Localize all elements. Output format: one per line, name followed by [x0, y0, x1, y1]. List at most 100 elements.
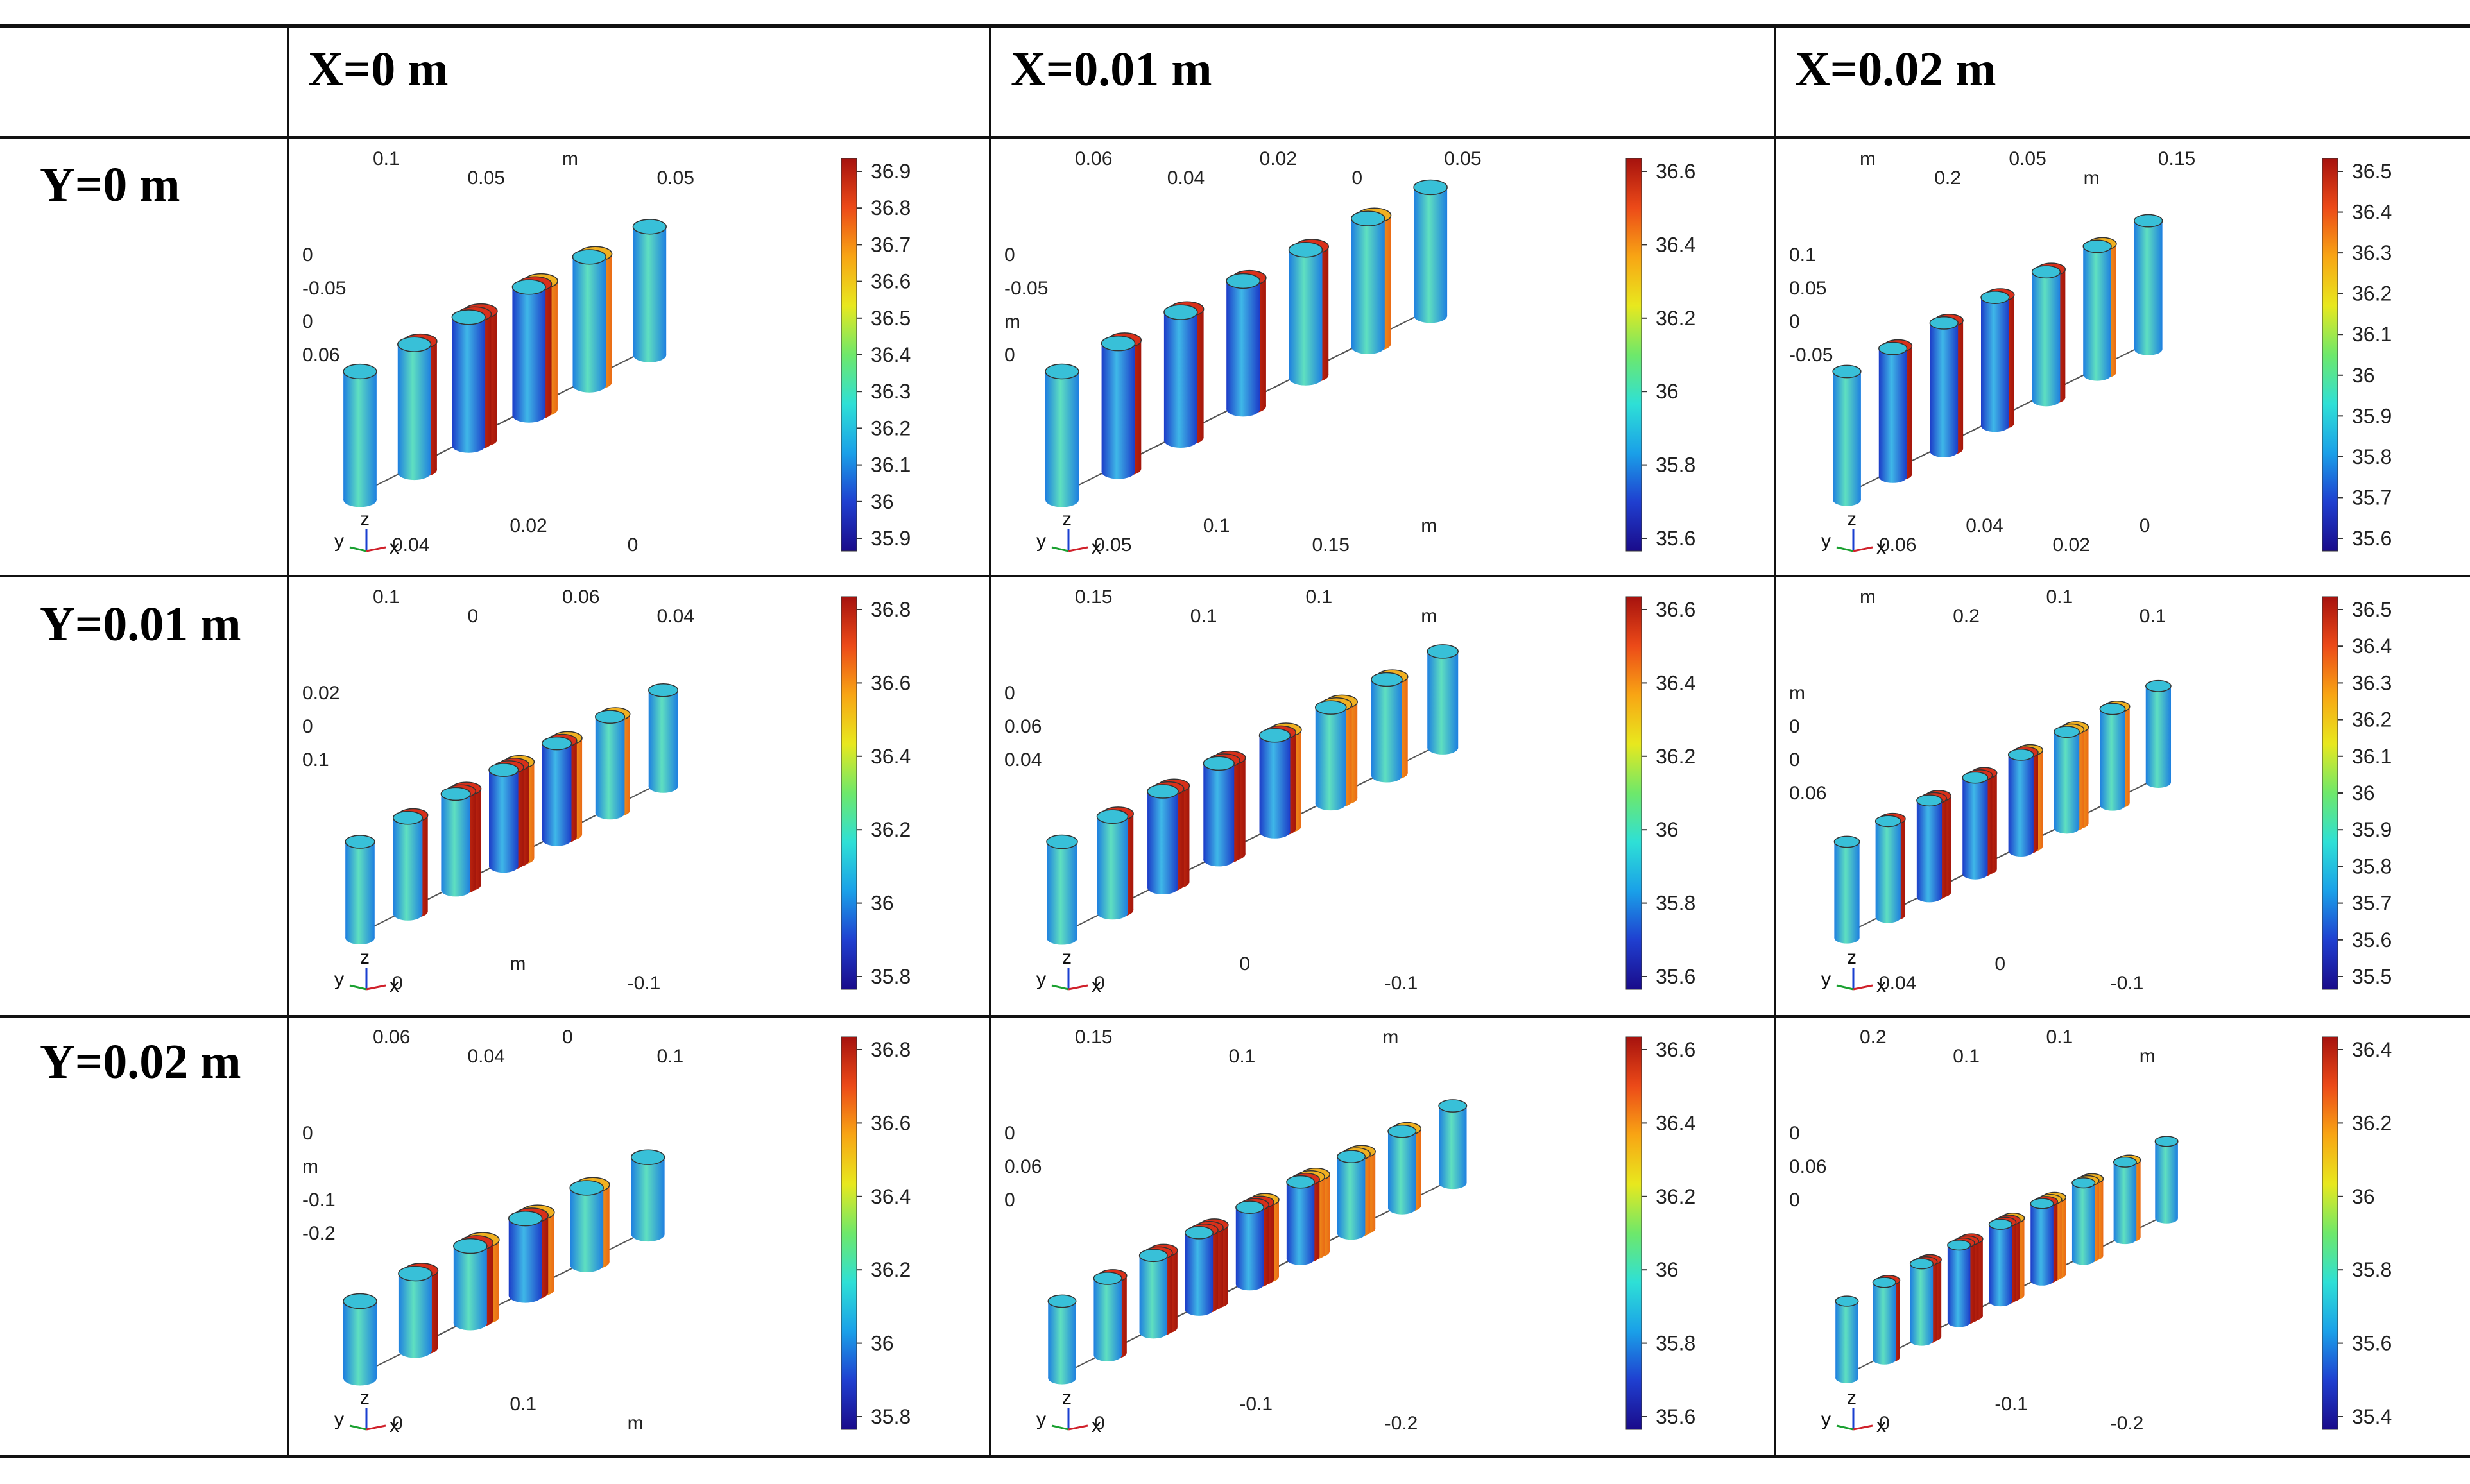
axis-tick-label: 0 — [1094, 1413, 1105, 1434]
colorbar-tick-label: 36.2 — [1656, 745, 1695, 768]
colorbar-tick-label: 36.2 — [2352, 708, 2392, 731]
axis-triad-x-label: x — [390, 537, 399, 558]
axis-tick-label: 0.04 — [468, 1046, 505, 1067]
colorbar-tick-label: 35.8 — [2352, 445, 2392, 468]
colorbar-tick-label: 35.8 — [1656, 892, 1695, 915]
axis-tick-label: 0.2 — [1934, 167, 1961, 189]
colorbar-tick-label: 35.9 — [2352, 818, 2392, 841]
axis-tick-label: 0 — [1789, 311, 1800, 332]
battery-cell — [1184, 1225, 1214, 1316]
colorbar-tick-label: 36 — [871, 892, 894, 915]
axis-tick-label: 0.06 — [1789, 1156, 1826, 1177]
colorbar — [2322, 158, 2338, 552]
axis-triad-x-label: x — [1092, 537, 1101, 558]
axis-triad-y — [1051, 984, 1069, 991]
axis-tick-label: 0 — [302, 716, 313, 737]
axis-tick-label: 0.05 — [1789, 278, 1826, 299]
axis-tick-label: m — [1860, 586, 1876, 608]
battery-cell — [1835, 1295, 1859, 1383]
panel-r0c0: 36.9 36.8 36.7 36.6 36.5 36.4 36.3 36.2 36.1 36 35… — [302, 148, 911, 558]
column-header-x0: X=0 m — [308, 42, 449, 96]
axis-tick-label: m — [1860, 148, 1876, 169]
axis-tick-label: 0.15 — [2158, 148, 2195, 169]
axis-tick-label: 0.04 — [1966, 515, 2003, 536]
colorbar-tick-label: 35.9 — [871, 527, 911, 550]
colorbar-tick-label: 36 — [2352, 781, 2375, 805]
axis-triad-y-label: y — [334, 1409, 344, 1430]
axis-tick-label: 0.15 — [1075, 1027, 1112, 1048]
axis-triad-x — [1068, 546, 1088, 552]
colorbar-tick-label: 36.2 — [871, 1258, 911, 1281]
colorbar — [2322, 1036, 2338, 1430]
axis-tick-label: 0.04 — [657, 606, 694, 627]
battery-cell — [1235, 1200, 1265, 1291]
battery-cell — [2007, 748, 2034, 857]
axis-tick-label: 0.05 — [468, 167, 505, 189]
axis-tick-label: 0.05 — [2009, 148, 2046, 169]
pack-frame — [468, 348, 650, 440]
colorbar-tick-label: 36.1 — [2352, 323, 2392, 346]
colorbar-tick-label: 35.9 — [2352, 404, 2392, 427]
axis-tick-label: 0 — [1004, 345, 1015, 366]
colorbar-tick-label: 36.8 — [871, 598, 911, 621]
axis-tick-label: 0.06 — [1789, 783, 1826, 804]
table-rule-bottom — [0, 1455, 2470, 1458]
axis-tick-label: -0.05 — [1004, 278, 1048, 299]
axis-tick-label: 0 — [1094, 973, 1105, 994]
colorbar-tick-label: 36.3 — [2352, 671, 2392, 694]
battery-cell — [632, 219, 667, 362]
battery-cell — [1096, 809, 1129, 920]
axis-tick-label: 0.1 — [302, 749, 329, 771]
colorbar-tick-label: 35.8 — [871, 965, 911, 988]
battery-cell — [1413, 179, 1448, 323]
table-rule-top — [0, 24, 2470, 28]
axis-tick-label: m — [2140, 1046, 2156, 1067]
colorbar-tick-label: 36.2 — [871, 818, 911, 841]
axis-tick-label: 0.06 — [562, 586, 599, 608]
colorbar-tick-label: 36 — [1656, 380, 1679, 403]
colorbar-tick-label: 35.4 — [2352, 1405, 2392, 1428]
battery-cell — [2082, 239, 2112, 381]
axis-tick-label: 0.1 — [373, 586, 400, 608]
battery-cell — [648, 683, 679, 793]
battery-cell — [1387, 1124, 1417, 1215]
axis-tick-label: 0.1 — [1190, 606, 1217, 627]
axis-tick-label: -0.1 — [628, 973, 661, 994]
axis-tick-label: 0.1 — [510, 1394, 536, 1415]
axis-triad-y — [1836, 1424, 1854, 1431]
battery-cell — [1427, 644, 1459, 755]
colorbar-tick-label: 36.4 — [2352, 1038, 2392, 1061]
battery-cell — [398, 1265, 433, 1358]
axis-tick-label: 0 — [562, 1027, 573, 1048]
axis-tick-label: 0.1 — [1953, 1046, 1980, 1067]
battery-cell — [2154, 1136, 2179, 1224]
colorbar-tick-label: 35.8 — [1656, 454, 1695, 477]
battery-cell — [511, 279, 546, 423]
battery-cell — [1988, 1218, 2012, 1307]
colorbar-tick-label: 36.4 — [871, 343, 911, 366]
colorbar — [1625, 158, 1642, 552]
battery-cell — [440, 787, 471, 897]
axis-triad-z-label: z — [1062, 1387, 1072, 1408]
axis-triad-y-label: y — [1821, 531, 1831, 552]
axis-triad-y-label: y — [1036, 969, 1046, 990]
axis-triad-y-label: y — [1821, 969, 1831, 990]
colorbar-tick-label: 36.6 — [871, 1111, 911, 1134]
battery-cell — [2031, 265, 2061, 407]
axis-tick-label: 0 — [302, 1123, 313, 1144]
axis-tick-label: 0 — [628, 534, 639, 556]
battery-cell — [1872, 1277, 1896, 1365]
axis-tick-label: -0.2 — [2111, 1413, 2144, 1434]
axis-tick-label: 0.1 — [1306, 586, 1333, 608]
colorbar-tick-label: 36.4 — [2352, 201, 2392, 224]
colorbar-tick-label: 35.8 — [871, 1405, 911, 1428]
battery-cell — [343, 1293, 377, 1386]
row-header-y001: Y=0.01 m — [40, 597, 241, 651]
colorbar-tick-label: 36.3 — [871, 380, 911, 403]
panel-r1c2: 36.5 36.4 36.3 36.2 36.1 36 35.9 35.8 35.7 35.6 35… — [1789, 586, 2392, 996]
colorbar-tick-label: 36 — [2352, 364, 2375, 387]
battery-cell — [1101, 336, 1136, 479]
battery-cell — [1833, 835, 1860, 944]
axis-tick-label: -0.1 — [302, 1190, 336, 1211]
battery-cell — [1288, 242, 1323, 386]
